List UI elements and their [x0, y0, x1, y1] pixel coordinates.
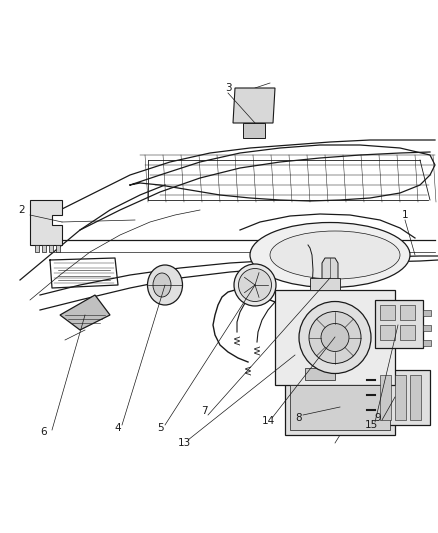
Polygon shape: [375, 300, 423, 348]
Ellipse shape: [153, 273, 171, 297]
Ellipse shape: [239, 269, 272, 302]
Polygon shape: [290, 385, 390, 430]
Polygon shape: [322, 258, 338, 288]
Text: 4: 4: [115, 423, 121, 433]
Polygon shape: [35, 245, 39, 252]
Polygon shape: [42, 245, 46, 252]
Polygon shape: [275, 290, 395, 385]
Text: 6: 6: [41, 427, 47, 437]
Polygon shape: [30, 200, 62, 245]
Polygon shape: [400, 325, 415, 340]
Ellipse shape: [148, 265, 183, 305]
Polygon shape: [423, 340, 431, 346]
Polygon shape: [305, 368, 335, 380]
Ellipse shape: [234, 264, 276, 306]
Text: 15: 15: [364, 420, 378, 430]
Ellipse shape: [250, 222, 410, 287]
Polygon shape: [233, 88, 275, 123]
Polygon shape: [423, 325, 431, 331]
Polygon shape: [243, 123, 265, 138]
Polygon shape: [285, 380, 395, 435]
Text: 1: 1: [402, 210, 408, 220]
Text: 9: 9: [374, 413, 381, 423]
Text: 5: 5: [158, 423, 164, 433]
Text: 8: 8: [296, 413, 302, 423]
Polygon shape: [49, 245, 53, 252]
Text: 13: 13: [177, 438, 191, 448]
Polygon shape: [60, 295, 110, 330]
Ellipse shape: [299, 302, 371, 374]
Polygon shape: [423, 310, 431, 316]
Polygon shape: [400, 305, 415, 320]
Text: 14: 14: [261, 416, 275, 426]
Polygon shape: [380, 375, 391, 420]
Ellipse shape: [309, 311, 361, 364]
Text: 2: 2: [19, 205, 25, 215]
Ellipse shape: [270, 231, 400, 279]
Polygon shape: [375, 370, 430, 425]
Polygon shape: [380, 325, 395, 340]
Polygon shape: [310, 278, 340, 290]
Polygon shape: [56, 245, 60, 252]
Ellipse shape: [321, 324, 349, 351]
Polygon shape: [380, 305, 395, 320]
Text: 3: 3: [225, 83, 231, 93]
Text: 7: 7: [201, 406, 207, 416]
Polygon shape: [395, 375, 406, 420]
Polygon shape: [410, 375, 421, 420]
